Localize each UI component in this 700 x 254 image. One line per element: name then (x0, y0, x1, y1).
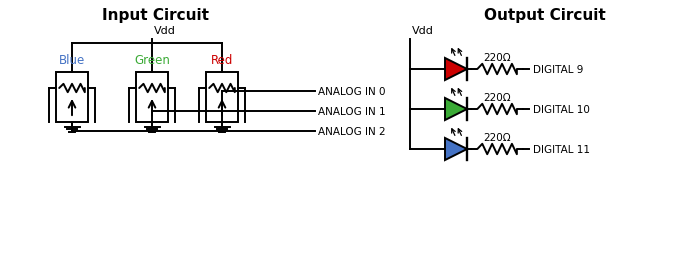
Text: Vdd: Vdd (412, 26, 434, 36)
Polygon shape (445, 99, 467, 121)
Polygon shape (445, 59, 467, 81)
Text: ANALOG IN 0: ANALOG IN 0 (318, 87, 386, 97)
Text: 220Ω: 220Ω (483, 133, 511, 142)
Text: ANALOG IN 1: ANALOG IN 1 (318, 107, 386, 117)
Text: Green: Green (134, 54, 170, 67)
Text: ANALOG IN 2: ANALOG IN 2 (318, 126, 386, 136)
Text: Output Circuit: Output Circuit (484, 8, 606, 23)
Polygon shape (445, 138, 467, 161)
Text: DIGITAL 9: DIGITAL 9 (533, 65, 584, 75)
Text: DIGITAL 10: DIGITAL 10 (533, 105, 590, 115)
Text: Blue: Blue (59, 54, 85, 67)
Bar (136, 73, 168, 122)
Text: Vdd: Vdd (154, 26, 176, 36)
Bar (56, 73, 88, 122)
Text: Input Circuit: Input Circuit (102, 8, 209, 23)
Bar (206, 73, 238, 122)
Text: DIGITAL 11: DIGITAL 11 (533, 145, 590, 154)
Text: 220Ω: 220Ω (483, 53, 511, 63)
Text: Red: Red (211, 54, 233, 67)
Text: 220Ω: 220Ω (483, 93, 511, 103)
